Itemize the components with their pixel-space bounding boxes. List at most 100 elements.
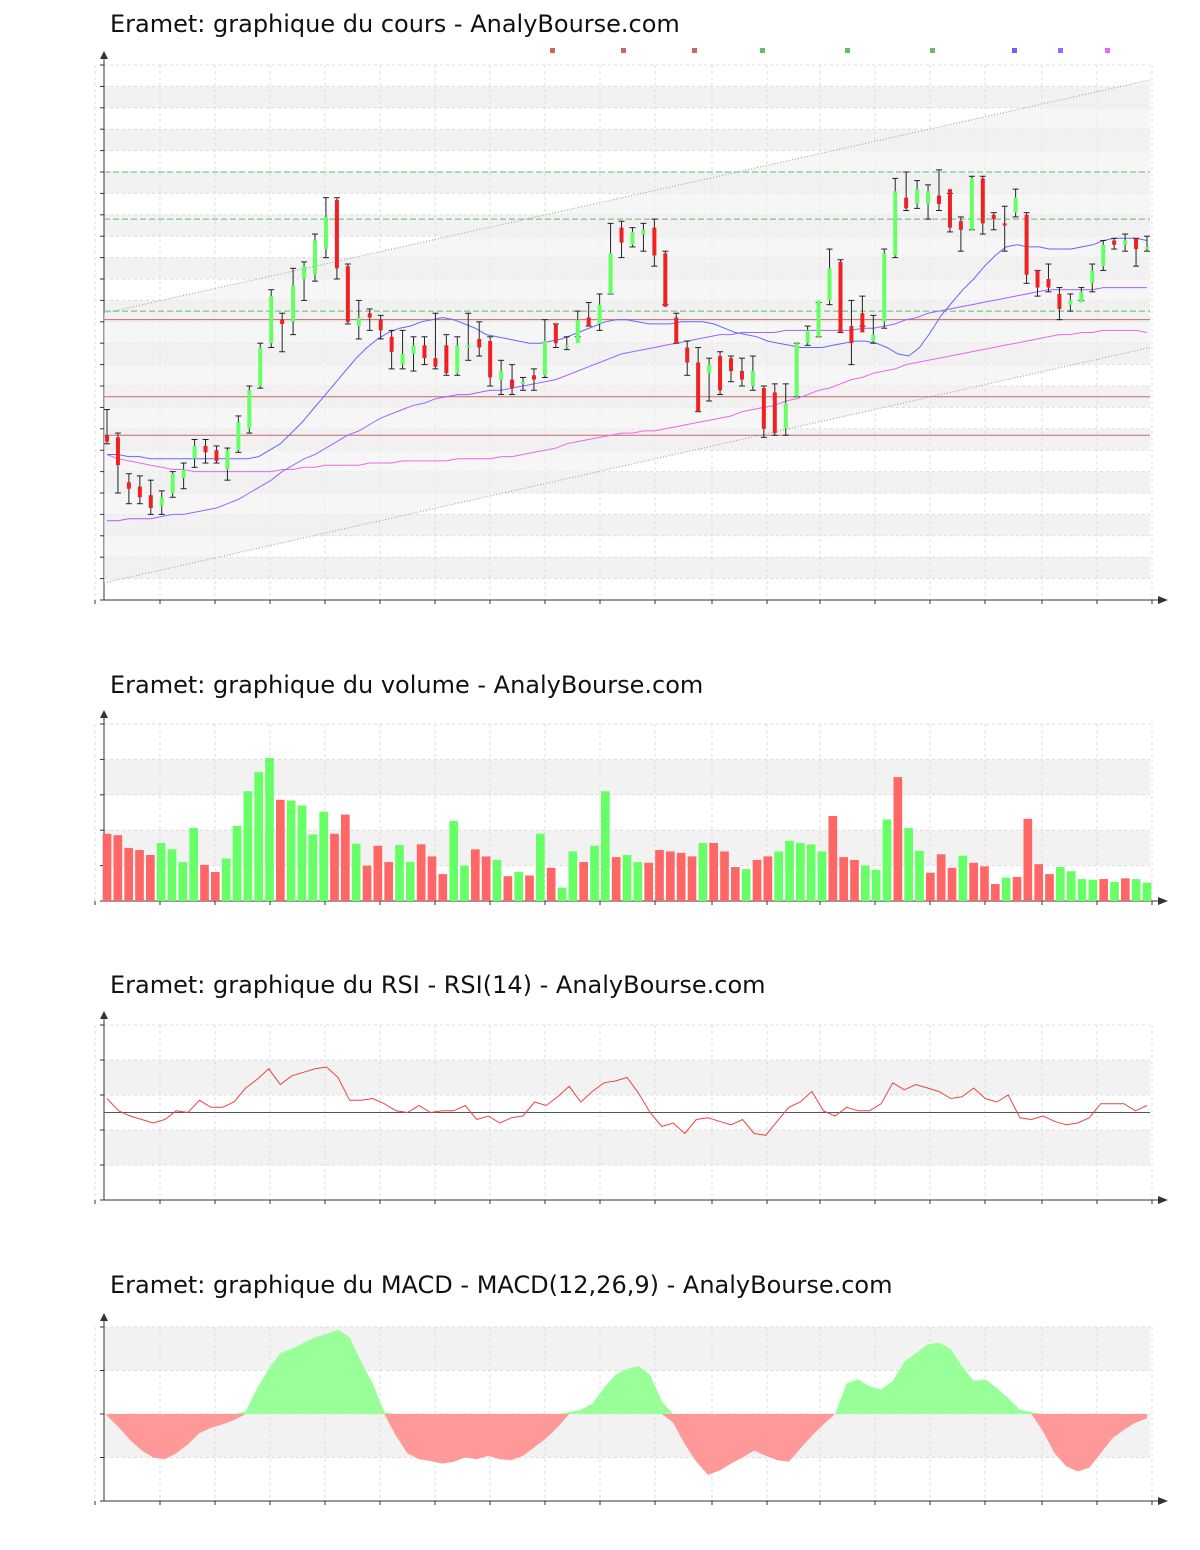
volume-bar bbox=[1077, 879, 1087, 901]
volume-bar bbox=[969, 862, 978, 901]
volume-bar bbox=[915, 850, 924, 901]
volume-bar bbox=[460, 865, 469, 901]
candle-body bbox=[115, 437, 120, 466]
volume-bar bbox=[590, 845, 599, 901]
candle-body bbox=[510, 379, 515, 389]
volume-bar bbox=[1012, 876, 1022, 901]
trend-channel-fill bbox=[104, 79, 1150, 583]
volume-bar bbox=[124, 847, 133, 901]
candle-body bbox=[400, 353, 405, 365]
candle-body bbox=[958, 221, 963, 230]
candle-body bbox=[105, 435, 109, 442]
y-axis-arrow bbox=[100, 51, 108, 59]
volume-bar bbox=[763, 856, 773, 901]
volume-bar bbox=[958, 855, 968, 901]
candle-body bbox=[663, 253, 668, 307]
candle-body bbox=[553, 323, 558, 344]
volume-bar bbox=[221, 858, 231, 901]
candle-body bbox=[192, 445, 197, 459]
volume-bar bbox=[817, 851, 827, 901]
legend-swatch bbox=[621, 48, 626, 53]
volume-bar bbox=[427, 856, 437, 901]
candle-body bbox=[926, 191, 931, 205]
macd-positive-area bbox=[107, 1329, 1147, 1414]
candle-body bbox=[980, 178, 985, 224]
candle-body bbox=[225, 450, 230, 470]
candle-body bbox=[345, 266, 350, 322]
volume-bar bbox=[1034, 864, 1043, 901]
candle-body bbox=[334, 199, 339, 269]
volume-bar bbox=[146, 854, 155, 901]
volume-bar bbox=[568, 851, 578, 901]
candle-body bbox=[1090, 270, 1095, 284]
candle-body bbox=[729, 358, 733, 372]
candle-body bbox=[203, 445, 208, 453]
legend-swatch bbox=[1012, 48, 1017, 53]
volume-bar bbox=[1121, 878, 1130, 901]
volume-bar bbox=[676, 852, 686, 901]
volume-bar bbox=[611, 857, 621, 901]
candle-body bbox=[137, 486, 142, 498]
volume-bar bbox=[276, 799, 285, 901]
candle-body bbox=[181, 469, 186, 479]
macd-negative-area bbox=[107, 1414, 1147, 1475]
candle-body bbox=[772, 392, 777, 434]
candle-body bbox=[969, 178, 974, 230]
candle-body bbox=[1079, 291, 1084, 303]
candle-body bbox=[411, 345, 416, 354]
candle-body bbox=[367, 313, 372, 318]
volume-bar bbox=[211, 871, 220, 901]
legend-swatch bbox=[550, 48, 555, 53]
candle-body bbox=[750, 371, 755, 386]
volume-bar bbox=[1056, 867, 1065, 901]
candle-body bbox=[433, 358, 438, 367]
volume-bar bbox=[947, 867, 957, 901]
volume-bar bbox=[666, 851, 675, 901]
candle-body bbox=[597, 304, 602, 324]
candle-body bbox=[444, 345, 449, 374]
grid-band bbox=[104, 1327, 1150, 1371]
volume-bar bbox=[839, 857, 848, 901]
x-axis-arrow bbox=[1158, 1196, 1168, 1204]
candle-body bbox=[871, 334, 876, 342]
candle-body bbox=[531, 375, 536, 380]
candle-body bbox=[827, 268, 832, 301]
candle-body bbox=[991, 214, 996, 220]
volume-bar bbox=[319, 811, 328, 901]
volume-bar bbox=[698, 842, 708, 901]
volume-chart bbox=[94, 710, 1168, 905]
candle-body bbox=[652, 227, 657, 256]
candle-body bbox=[794, 343, 799, 397]
volume-bar bbox=[102, 833, 112, 901]
volume-bar bbox=[265, 757, 274, 901]
volume-bar bbox=[416, 844, 426, 901]
mm100-line bbox=[106, 329, 1148, 473]
candle-body bbox=[466, 345, 471, 348]
candle-body bbox=[170, 473, 175, 493]
mm20-line bbox=[107, 237, 1148, 460]
volume-bar bbox=[1001, 877, 1011, 901]
mm50-line bbox=[107, 287, 1147, 522]
candle-body bbox=[674, 317, 679, 344]
volume-bar bbox=[189, 828, 198, 901]
volume-chart-title: Eramet: graphique du volume - AnalyBours… bbox=[110, 671, 704, 699]
candle-body bbox=[838, 261, 843, 333]
volume-bar bbox=[731, 867, 740, 901]
candle-body bbox=[904, 197, 909, 209]
volume-bar bbox=[709, 842, 718, 901]
volume-bar bbox=[1142, 882, 1152, 901]
volume-bar bbox=[557, 887, 567, 901]
volume-bar bbox=[806, 844, 816, 901]
macd-chart bbox=[94, 1313, 1168, 1505]
volume-bar bbox=[254, 772, 263, 901]
candle-body bbox=[1035, 270, 1040, 288]
candle-body bbox=[422, 345, 427, 359]
volume-bar bbox=[644, 862, 653, 901]
volume-bar bbox=[687, 856, 697, 901]
volume-bar bbox=[1131, 879, 1141, 901]
candle-body bbox=[641, 229, 646, 235]
candle-body bbox=[761, 388, 766, 429]
price-chart-title: Eramet: graphique du cours - AnalyBourse… bbox=[110, 10, 680, 38]
volume-bar bbox=[395, 845, 404, 901]
candle-body bbox=[1046, 279, 1051, 288]
